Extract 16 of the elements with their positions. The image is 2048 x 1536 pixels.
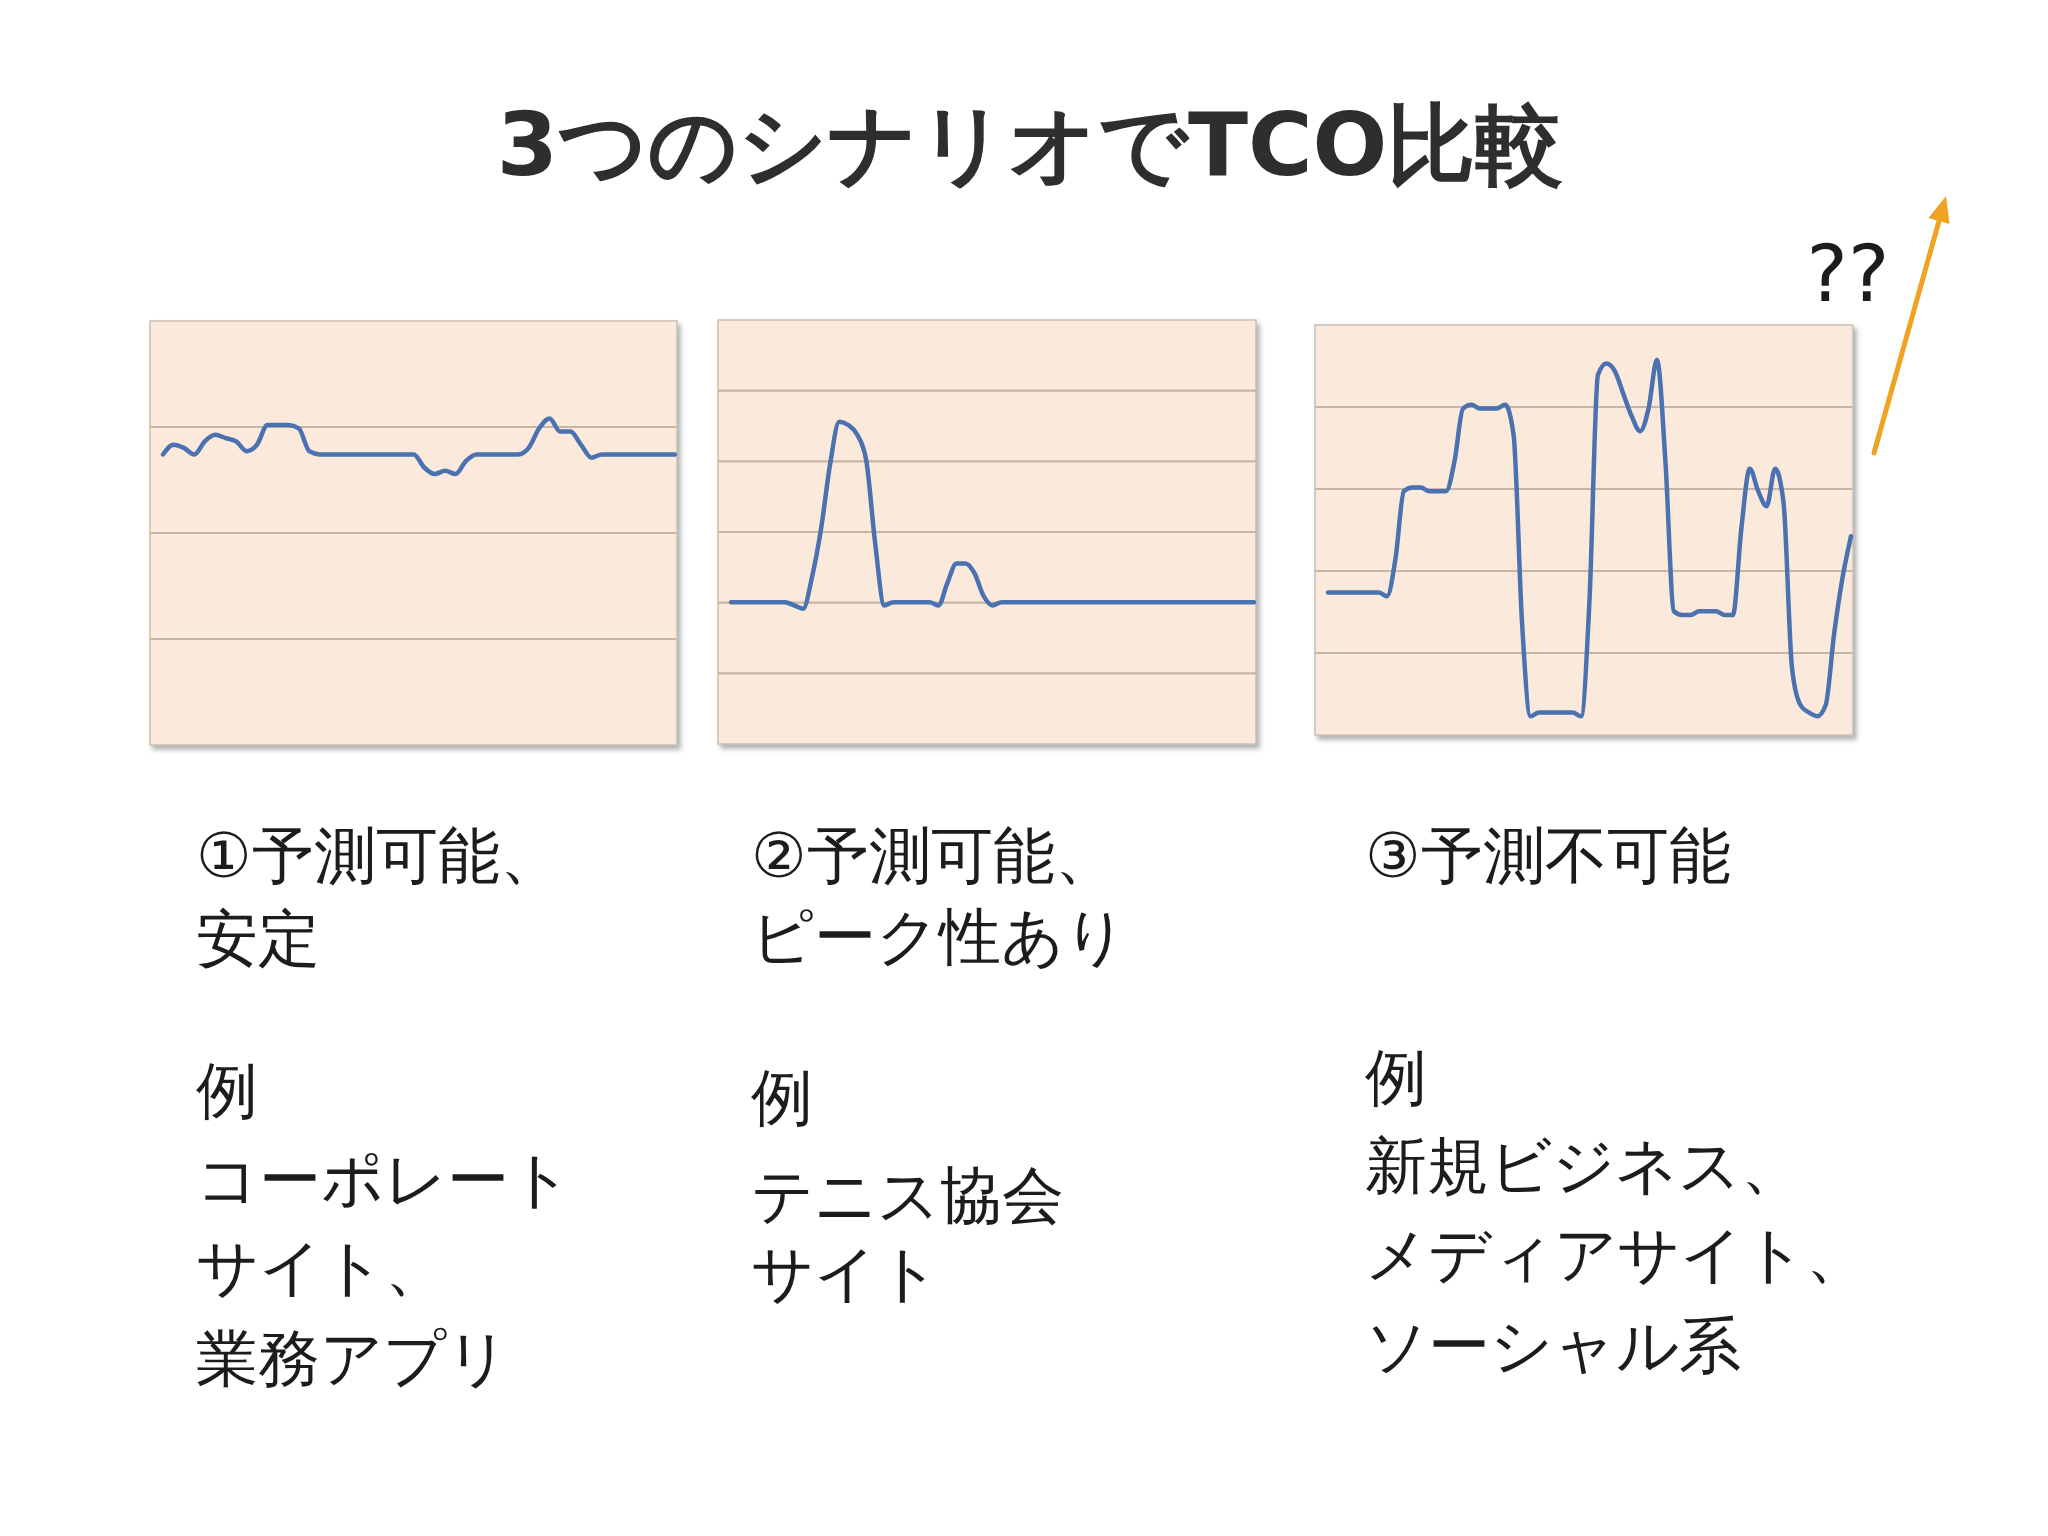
- text: メディアサイト、: [1365, 1217, 1868, 1291]
- text: サイト、: [196, 1230, 447, 1304]
- text: コーポレート: [196, 1142, 572, 1216]
- text: ??: [1806, 229, 1890, 319]
- text: 例: [751, 1060, 813, 1134]
- text: テニス協会: [751, 1158, 1064, 1232]
- text: ソーシャル系: [1365, 1308, 1741, 1382]
- text: サイト: [751, 1236, 940, 1310]
- x-axis-title: ②予測可能、ピーク性あり: [751, 818, 1127, 973]
- x-axis-title: ①予測可能、安定: [196, 818, 562, 975]
- text: 業務アプリ: [196, 1321, 509, 1395]
- text: 例: [1365, 1040, 1427, 1114]
- text: 例: [196, 1053, 258, 1127]
- chart-title: 3つのシナリオでTCO比較: [496, 92, 1564, 196]
- x-axis-title: ③予測不可能: [1365, 818, 1731, 892]
- text: 新規ビジネス、: [1365, 1128, 1803, 1202]
